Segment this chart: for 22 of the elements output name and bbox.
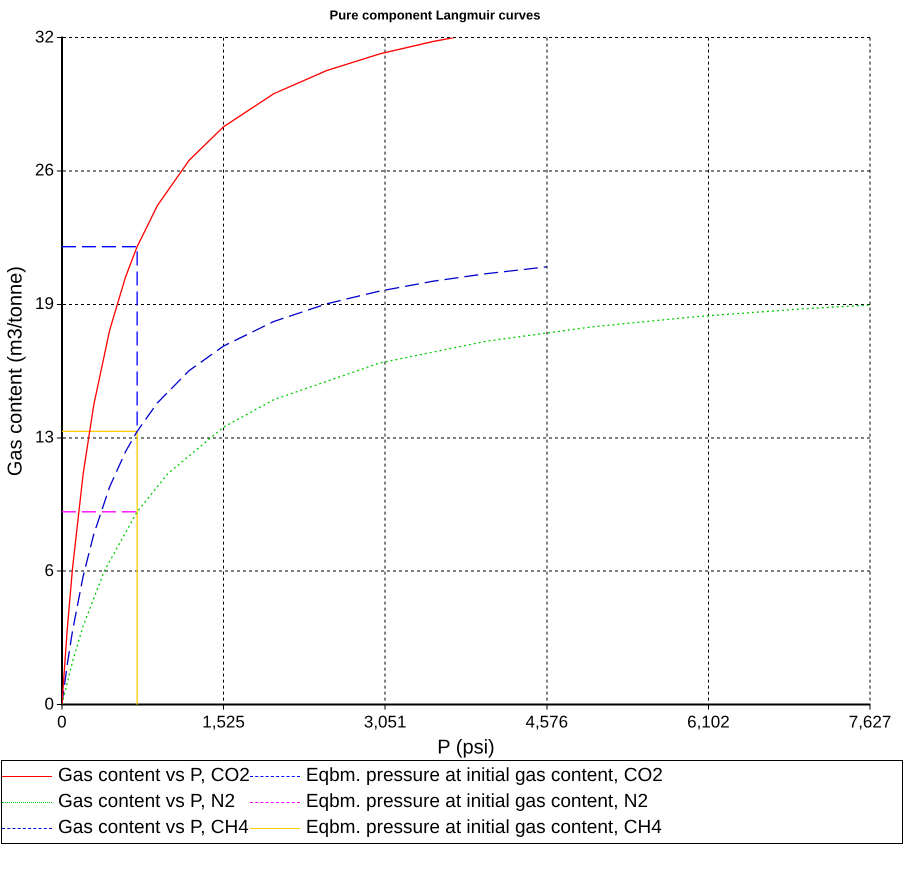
x-tick-label: 4,576 <box>525 712 568 732</box>
legend-label: Gas content vs P, CH4 <box>58 816 249 840</box>
y-axis-title: Gas content (m3/tonne) <box>4 266 27 476</box>
x-tick-label: 1,525 <box>202 712 245 732</box>
x-tick-label: 0 <box>57 712 67 732</box>
x-tick-label: 6,102 <box>687 712 730 732</box>
y-tick-label: 0 <box>44 694 54 714</box>
x-axis-title: P (psi) <box>437 736 495 759</box>
line-series <box>62 266 548 705</box>
chart-title: Pure component Langmuir curves <box>330 7 540 22</box>
x-tick-label: 3,051 <box>364 712 406 732</box>
y-tick-label: 26 <box>34 160 54 180</box>
y-tick-label: 32 <box>34 27 54 46</box>
x-tick-label: 7,627 <box>848 712 892 732</box>
y-tick-label: 6 <box>44 560 54 580</box>
y-tick-label: 19 <box>34 294 54 314</box>
legend-label: Eqbm. pressure at initial gas content, CO2 <box>306 764 663 788</box>
legend-label: Eqbm. pressure at initial gas content, CH4 <box>306 816 662 840</box>
y-tick-label: 13 <box>34 427 54 446</box>
legend-label: Gas content vs P, CO2 <box>58 764 250 788</box>
legend-label: Eqbm. pressure at initial gas content, N2 <box>306 790 648 814</box>
legend-label: Gas content vs P, N2 <box>58 790 236 814</box>
